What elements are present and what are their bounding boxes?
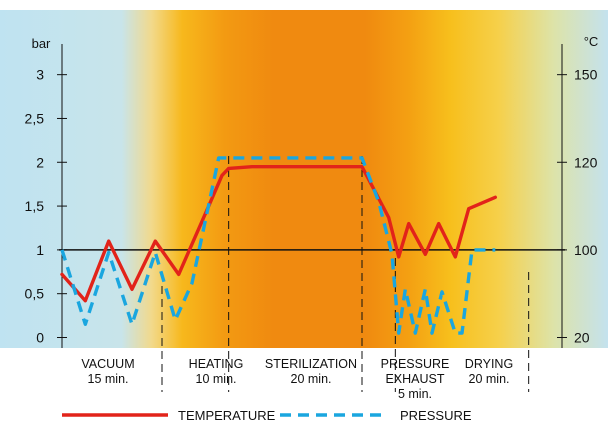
phase-duration: 20 min. (469, 372, 510, 386)
left-axis-unit: bar (32, 36, 51, 51)
phase-label: STERILIZATION (265, 357, 357, 371)
phase-duration: 10 min. (196, 372, 237, 386)
phase-duration: 5 min. (398, 387, 432, 401)
phase-duration: EXHAUST (385, 372, 444, 386)
phase-dividers (161, 156, 530, 392)
left-tick-label: 3 (36, 67, 44, 83)
right-tick-label: 100 (574, 242, 598, 258)
phase-label: PRESSURE (381, 357, 450, 371)
phase-label: HEATING (189, 357, 244, 371)
left-tick-label: 2 (36, 154, 44, 170)
phase-duration: 15 min. (88, 372, 129, 386)
phase-label: DRYING (465, 357, 513, 371)
legend-pressure-label: PRESSURE (400, 408, 472, 423)
left-tick-label: 1,5 (25, 198, 45, 214)
phase-duration: 20 min. (291, 372, 332, 386)
left-tick-label: 1 (36, 242, 44, 258)
axes: bar °C 0 0,5 1 1,5 2 2,5 3 20 100 120 150 (25, 34, 599, 348)
right-tick-label: 120 (574, 154, 598, 170)
chart-background (0, 10, 608, 348)
legend-temperature-label: TEMPERATURE (178, 408, 276, 423)
left-tick-label: 0,5 (25, 286, 45, 302)
phase-label: VACUUM (81, 357, 134, 371)
series-temperature-line (60, 165, 497, 303)
right-tick-label: 20 (574, 329, 590, 345)
series-layer (60, 156, 497, 335)
series-pressure-line (60, 156, 496, 335)
left-tick-label: 2,5 (25, 110, 45, 126)
left-tick-label: 0 (36, 329, 44, 345)
right-tick-label: 150 (574, 67, 598, 83)
right-axis-unit: °C (584, 34, 599, 49)
legend: TEMPERATURE PRESSURE (62, 408, 472, 423)
